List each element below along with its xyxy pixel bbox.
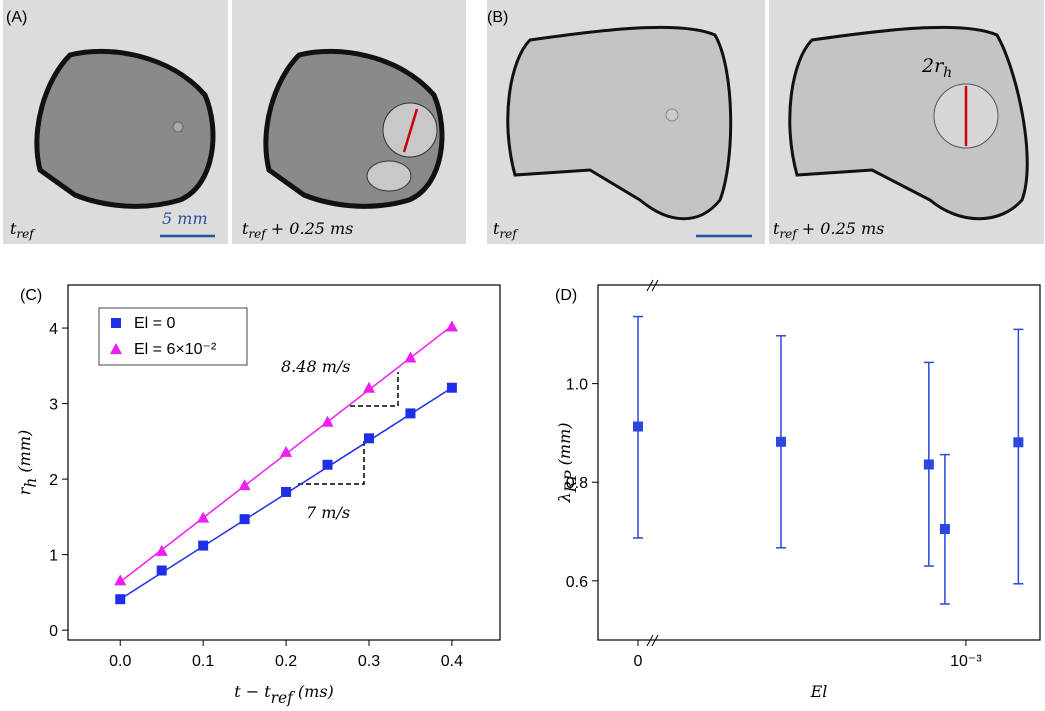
y-tick-label: 1 [49, 548, 58, 565]
x-tick-label: 10⁻³ [950, 653, 982, 670]
text-part: λ [555, 492, 574, 503]
axis-label: rh (mm) [15, 430, 40, 496]
time-label: tref [493, 219, 519, 241]
x-tick-label: 0.4 [441, 653, 463, 670]
annotation: 7 m/s [306, 503, 350, 522]
text-part: t [242, 219, 249, 238]
text-sub: ref [499, 227, 519, 241]
text-part: t [493, 219, 500, 238]
time-label: tref + 0.25 ms [773, 219, 884, 241]
marker [280, 445, 293, 457]
legend-marker [111, 318, 121, 328]
panel-label: (D) [555, 287, 577, 304]
annotation: 2rh [921, 55, 952, 81]
marker [362, 381, 375, 393]
time-label: tref + 0.25 ms [242, 219, 353, 241]
slope-guide [298, 440, 365, 485]
text-part: + 0.25 ms [266, 219, 354, 238]
marker [633, 421, 644, 432]
x-tick-label: 0.3 [358, 653, 380, 670]
panel-label: (B) [487, 9, 508, 26]
marker [775, 436, 786, 447]
y-tick-label: 1.0 [566, 377, 588, 394]
marker [445, 320, 458, 332]
text-part: t [773, 219, 780, 238]
text-part: t − t [234, 682, 271, 701]
text-part: + 0.25 ms [797, 219, 885, 238]
plot-frame [67, 284, 501, 641]
x-tick-label: 0.2 [275, 653, 297, 670]
marker [923, 459, 934, 470]
marker [197, 511, 210, 523]
marker [239, 514, 250, 525]
marker [155, 544, 168, 556]
slope-guide [350, 372, 399, 407]
marker [198, 540, 209, 551]
panel-label: (A) [6, 9, 27, 26]
marker [114, 574, 127, 586]
y-tick-label: 0 [49, 623, 58, 640]
text-sub: h [943, 65, 952, 81]
axis-label: t − tref (ms) [234, 682, 334, 707]
text-sub: ref [248, 227, 268, 241]
scale-label: 5 mm [162, 209, 208, 228]
marker [404, 351, 417, 363]
text-part: r [15, 486, 34, 495]
y-tick-label: 3 [49, 397, 58, 414]
marker [238, 479, 251, 491]
hole [366, 160, 412, 192]
y-tick-label: 4 [49, 321, 58, 338]
text-sub: RP [562, 470, 580, 494]
marker [321, 415, 334, 427]
y-tick-label: 2 [49, 472, 58, 489]
x-tick-label: 0 [634, 653, 643, 670]
marker [156, 565, 167, 576]
legend-marker [110, 343, 122, 354]
legend-label: El = 0 [134, 315, 175, 332]
text-part: t [10, 219, 17, 238]
axis-break [646, 279, 659, 647]
axis-label: El [810, 682, 828, 701]
sheet [506, 25, 733, 221]
text-sub: ref [16, 227, 36, 241]
x-tick-label: 0.1 [192, 653, 214, 670]
legend-box [98, 307, 248, 366]
axis-label: λRP (mm) [555, 422, 580, 503]
spot [665, 108, 679, 122]
plot-frame [597, 284, 1041, 641]
spot [172, 121, 184, 133]
marker [281, 486, 292, 497]
panel-label: (C) [20, 287, 42, 304]
text-sub: h [22, 478, 40, 488]
marker [1013, 437, 1024, 448]
marker [363, 433, 374, 444]
sheet [34, 48, 216, 209]
y-tick-label: 0.6 [566, 574, 588, 591]
marker [446, 382, 457, 393]
marker [322, 459, 333, 470]
legend-label: El = 6×10⁻² [134, 341, 217, 358]
text-part: (mm) [555, 422, 574, 470]
marker [115, 594, 126, 605]
text-part: El [810, 682, 828, 701]
photo-panels [3, 0, 1044, 244]
y-tick-label: 0.8 [566, 475, 588, 492]
text-sub: ref [271, 689, 295, 707]
text-part: (ms) [293, 682, 334, 701]
text-part: 2r [921, 55, 945, 77]
marker [405, 408, 416, 419]
marker [939, 524, 950, 535]
annotation: 8.48 m/s [281, 357, 350, 376]
arrow [402, 108, 419, 153]
text-part: (mm) [15, 430, 34, 478]
text-sub: ref [779, 227, 799, 241]
sheet [788, 25, 1029, 221]
time-label: tref [10, 219, 36, 241]
x-tick-label: 0.0 [109, 653, 131, 670]
